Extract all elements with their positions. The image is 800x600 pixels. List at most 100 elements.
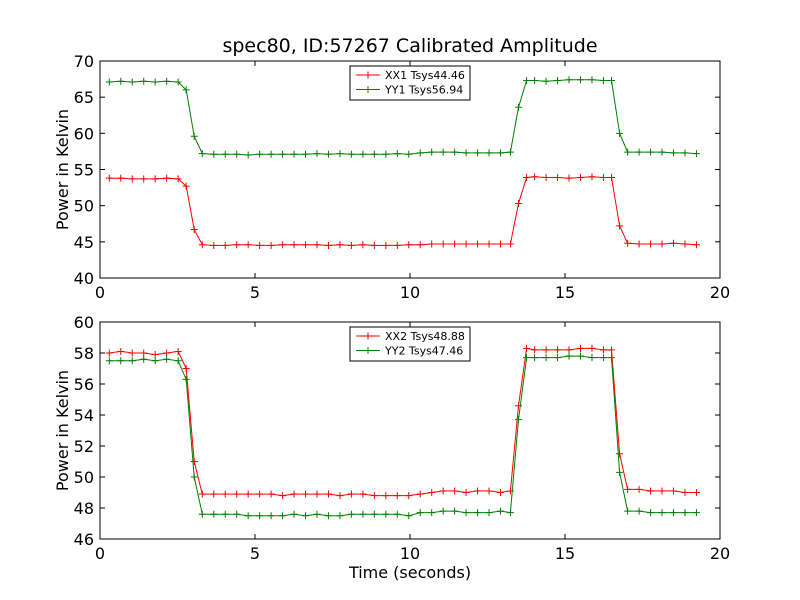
data-point-marker	[531, 346, 539, 354]
data-point-marker	[324, 241, 332, 249]
data-point-marker	[151, 78, 159, 86]
data-point-marker	[290, 510, 298, 518]
data-point-marker	[324, 512, 332, 520]
data-point-marker	[256, 490, 264, 498]
data-point-marker	[531, 77, 539, 85]
data-point-marker	[416, 490, 424, 498]
data-point-marker	[588, 76, 596, 84]
data-point-marker	[313, 490, 321, 498]
data-point-marker	[324, 150, 332, 158]
data-point-marker	[531, 354, 539, 362]
x-axis-label: Time (seconds)	[348, 563, 471, 582]
y-tick-label: 50	[74, 468, 94, 487]
data-point-marker	[128, 349, 136, 357]
data-point-marker	[515, 416, 522, 424]
data-point-marker	[393, 492, 401, 500]
data-point-marker	[515, 103, 522, 111]
chart-title: spec80, ID:57267 Calibrated Amplitude	[222, 35, 597, 57]
data-point-marker	[565, 352, 573, 360]
data-point-marker	[267, 490, 275, 498]
data-point-marker	[105, 174, 113, 182]
top-panel: 0 5 10 15 20 40 45 50 55 60 65 70 Power in Kelvin XX1…	[53, 52, 730, 302]
data-point-marker	[151, 351, 159, 359]
data-point-marker	[117, 174, 125, 182]
data-point-marker	[370, 492, 378, 500]
y-tick-label: 58	[74, 344, 94, 363]
data-point-marker	[174, 347, 182, 355]
y-axis-label: Power in Kelvin	[53, 370, 72, 491]
data-point-marker	[474, 487, 482, 495]
data-point-marker	[347, 150, 355, 158]
data-point-marker	[140, 355, 148, 363]
data-point-marker	[577, 352, 584, 360]
data-point-marker	[267, 150, 275, 158]
data-point-marker	[608, 173, 615, 181]
legend-label-1: XX2 Tsys48.88	[385, 330, 465, 343]
data-point-marker	[359, 150, 367, 158]
data-point-marker	[485, 487, 493, 495]
data-point-marker	[233, 490, 241, 498]
data-point-marker	[439, 240, 447, 248]
data-point-marker	[565, 346, 573, 354]
data-point-marker	[382, 150, 390, 158]
data-point-marker	[313, 150, 321, 158]
data-point-marker	[140, 77, 148, 85]
data-point-marker	[182, 365, 190, 372]
data-point-marker	[267, 241, 275, 249]
data-point-marker	[515, 199, 522, 207]
data-point-marker	[670, 149, 677, 157]
data-point-marker	[370, 510, 378, 518]
data-point-marker	[658, 240, 666, 248]
data-point-marker	[692, 509, 700, 517]
data-point-marker	[588, 354, 596, 362]
data-point-marker	[174, 78, 182, 86]
data-point-marker	[359, 490, 367, 498]
data-point-marker	[210, 150, 218, 158]
data-point-marker	[198, 510, 206, 518]
x-tick-label: 20	[710, 283, 730, 302]
data-point-marker	[182, 86, 190, 94]
data-point-marker	[554, 173, 562, 181]
data-point-marker	[616, 129, 624, 137]
data-point-marker	[497, 149, 505, 157]
data-point-marker	[428, 509, 436, 517]
y-tick-label: 55	[74, 161, 94, 180]
data-point-marker	[267, 512, 275, 520]
y-tick-label: 54	[74, 406, 94, 425]
data-point-marker	[210, 241, 218, 249]
data-point-marker	[542, 354, 550, 362]
data-point-marker	[474, 509, 482, 517]
data-point-marker	[692, 489, 700, 496]
data-point-marker	[608, 354, 615, 362]
legend-marker	[364, 71, 372, 79]
y-tick-label: 52	[74, 437, 94, 456]
data-point-marker	[105, 78, 113, 86]
data-point-marker	[359, 510, 367, 518]
data-point-marker	[336, 150, 344, 158]
data-point-marker	[658, 487, 666, 495]
data-point-marker	[302, 150, 310, 158]
data-point-marker	[506, 240, 514, 248]
data-point-marker	[347, 241, 355, 249]
data-point-marker	[624, 148, 632, 156]
data-point-marker	[347, 490, 355, 498]
data-point-marker	[370, 150, 378, 158]
data-point-marker	[244, 512, 252, 520]
legend-label-1: XX1 Tsys44.46	[385, 69, 465, 82]
data-point-marker	[279, 512, 287, 520]
y-tick-label: 48	[74, 499, 94, 518]
data-point-marker	[290, 150, 298, 158]
data-point-marker	[290, 241, 298, 249]
data-point-marker	[485, 149, 493, 157]
legend-box	[349, 65, 471, 101]
data-point-marker	[382, 510, 390, 518]
data-point-marker	[485, 240, 493, 248]
data-point-marker	[608, 346, 615, 354]
data-point-marker	[542, 173, 550, 181]
data-point-marker	[616, 222, 624, 230]
x-tick-label: 15	[555, 283, 575, 302]
data-point-marker	[554, 346, 562, 354]
x-tick-label: 10	[400, 283, 420, 302]
data-point-marker	[428, 240, 436, 248]
